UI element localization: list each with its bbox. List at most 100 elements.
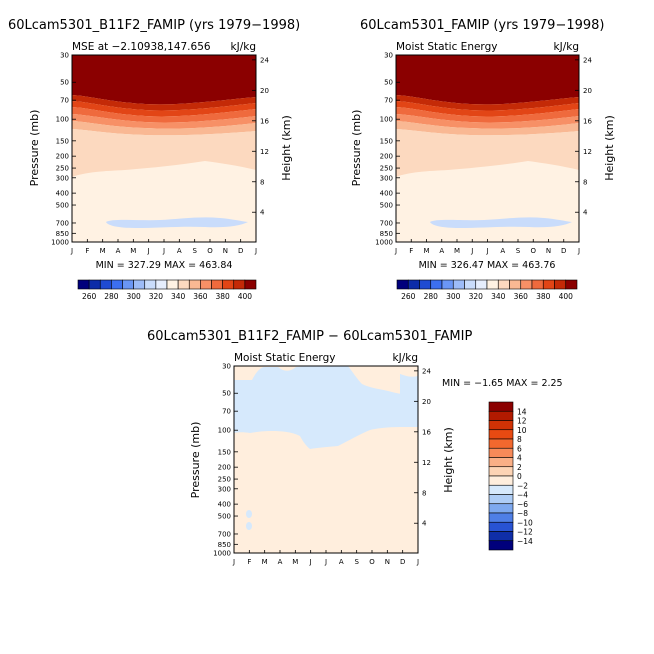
- x-tick-label: J: [232, 558, 235, 566]
- y-right-tick-label: 12: [422, 459, 431, 467]
- colorbar-label: −12: [517, 528, 533, 537]
- colorbar-swatch: [77, 279, 90, 290]
- colorbar-label: 340: [171, 292, 186, 301]
- x-tick-label: A: [177, 247, 182, 255]
- panel-1-colorbar: 260 280 300 320 340 360 380 400: [77, 279, 257, 301]
- panel-1-band-orange: [72, 107, 256, 123]
- y-tick-label: 70: [384, 97, 393, 105]
- panel-3-blob-1: [246, 510, 252, 518]
- colorbar-label: −8: [517, 509, 528, 518]
- x-tick-label: A: [278, 558, 283, 566]
- y-tick-label: 700: [380, 219, 393, 227]
- panel-1: 60Lcam5301_B11F2_FAMIP (yrs 1979−1998) M…: [8, 18, 300, 301]
- colorbar-label: 2: [517, 463, 522, 472]
- y-tick-label: 30: [60, 52, 69, 60]
- y-tick-label: 150: [380, 137, 393, 145]
- y-tick-label: 100: [380, 116, 393, 124]
- panel-2-band-dark: [396, 55, 579, 105]
- y-right-tick-label: 4: [583, 209, 588, 217]
- panel-2-band-peach: [396, 129, 579, 177]
- x-tick-label: J: [324, 558, 327, 566]
- colorbar-label: 340: [491, 292, 506, 301]
- y-right-tick-label: 12: [260, 148, 269, 156]
- y-tick-label: 70: [60, 97, 69, 105]
- x-tick-label: J: [70, 247, 73, 255]
- colorbar-swatch: [486, 279, 499, 290]
- panel-3: 60Lcam5301_B11F2_FAMIP − 60Lcam5301_FAMI…: [147, 329, 563, 566]
- panel-2-band-orange2: [396, 114, 579, 129]
- colorbar-label: −6: [517, 500, 528, 509]
- panel-2-band-orange: [396, 107, 579, 123]
- panel-1-band-salmon: [72, 121, 256, 136]
- colorbar-label: 14: [517, 407, 527, 416]
- colorbar-swatch: [509, 279, 522, 290]
- colorbar-label: 300: [126, 292, 141, 301]
- colorbar-swatch: [452, 279, 465, 290]
- panel-2-plot: [395, 54, 580, 243]
- colorbar-label: 260: [82, 292, 97, 301]
- panel-2-low-blob: [430, 217, 572, 228]
- panel-2-subtitle-right: kJ/kg: [554, 41, 579, 53]
- y-tick-label: 200: [218, 464, 231, 472]
- colorbar-label: 360: [193, 292, 208, 301]
- y-tick-label: 500: [380, 202, 393, 210]
- y-right-tick-label: 12: [583, 148, 592, 156]
- colorbar-swatch: [441, 279, 454, 290]
- x-tick-label: D: [561, 247, 566, 255]
- panel-1-subtitle-left: MSE at −2.10938,147.656: [72, 41, 211, 53]
- colorbar-swatch: [144, 279, 157, 290]
- x-tick-label: M: [423, 247, 429, 255]
- panel-1-band-red2: [72, 101, 256, 117]
- y-tick-label: 700: [56, 219, 69, 227]
- x-tick-label: O: [207, 247, 213, 255]
- colorbar-swatch: [211, 279, 223, 290]
- x-tick-label: A: [500, 247, 505, 255]
- y-tick-label: 50: [60, 79, 69, 87]
- colorbar-swatch: [488, 503, 514, 514]
- panel-1-band-red: [72, 95, 256, 111]
- panel-3-blob-2: [246, 522, 252, 530]
- x-tick-label: J: [485, 247, 488, 255]
- panel-3-title: 60Lcam5301_B11F2_FAMIP − 60Lcam5301_FAMI…: [147, 329, 472, 344]
- x-tick-label: N: [546, 247, 551, 255]
- colorbar-swatch: [531, 279, 544, 290]
- colorbar-swatch: [488, 531, 514, 542]
- y-tick-label: 700: [218, 530, 231, 538]
- colorbar-swatch: [188, 279, 201, 290]
- colorbar-swatch: [488, 438, 514, 449]
- x-tick-label: J: [309, 558, 312, 566]
- panel-3-plot: [233, 365, 419, 554]
- panel-3-stats: MIN = −1.65 MAX = 2.25: [442, 378, 563, 389]
- panel-2-band-salmon: [396, 121, 579, 136]
- x-tick-label: J: [577, 247, 580, 255]
- x-tick-label: A: [439, 247, 444, 255]
- colorbar-swatch: [464, 279, 477, 290]
- colorbar-label: 360: [514, 292, 529, 301]
- y-tick-label: 150: [56, 137, 69, 145]
- colorbar-swatch: [430, 279, 443, 290]
- panel-2-band-red: [396, 95, 579, 111]
- colorbar-swatch: [488, 466, 514, 477]
- y-right-tick-label: 24: [260, 56, 269, 64]
- x-tick-label: J: [254, 247, 257, 255]
- x-tick-label: S: [516, 247, 521, 255]
- colorbar-swatch: [488, 420, 514, 431]
- colorbar-swatch: [488, 401, 514, 412]
- y-tick-label: 850: [218, 541, 231, 549]
- x-tick-label: A: [116, 247, 121, 255]
- y-tick-label: 200: [380, 153, 393, 161]
- colorbar-swatch: [520, 279, 533, 290]
- colorbar-swatch: [133, 279, 146, 290]
- y-tick-label: 1000: [51, 239, 69, 247]
- y-right-tick-label: 20: [422, 398, 431, 406]
- y-right-tick-label: 16: [583, 117, 592, 125]
- colorbar-label: 320: [469, 292, 484, 301]
- colorbar-swatch: [488, 540, 514, 551]
- colorbar-swatch: [488, 521, 514, 532]
- y-right-tick-label: 8: [422, 489, 426, 497]
- panel-3-subtitle-right: kJ/kg: [393, 352, 418, 364]
- x-tick-label: J: [147, 247, 150, 255]
